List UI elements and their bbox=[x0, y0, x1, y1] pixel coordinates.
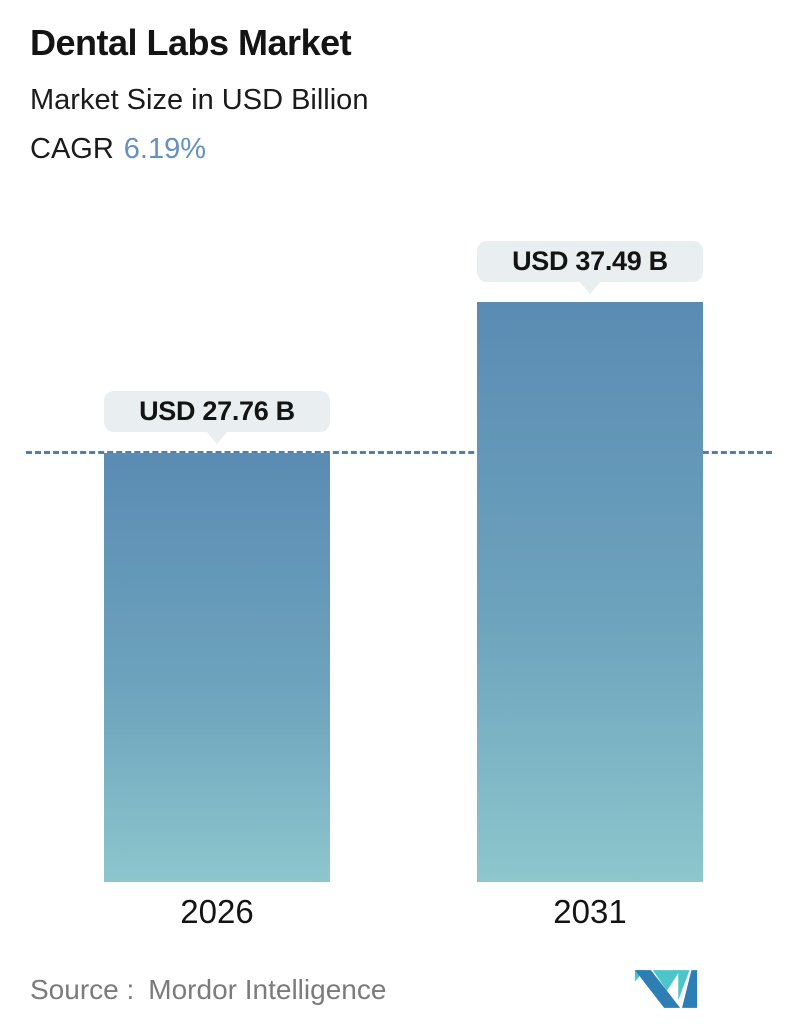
axis-label-2031: 2031 bbox=[553, 893, 627, 930]
data-label-2026: USD 27.76 B bbox=[104, 391, 330, 444]
mordor-intelligence-logo-icon bbox=[634, 970, 698, 1008]
data-label-2031: USD 37.49 B bbox=[477, 241, 703, 294]
axis-label-2026: 2026 bbox=[180, 893, 254, 930]
cagr-label: CAGR bbox=[30, 133, 114, 165]
baseline-dashed-line bbox=[26, 451, 772, 454]
bar-2031 bbox=[477, 302, 703, 882]
source-label: Source : bbox=[30, 974, 135, 1005]
bar-2026 bbox=[104, 453, 330, 882]
cagr-value: 6.19% bbox=[123, 133, 207, 165]
source-line: Source : Mordor Intelligence bbox=[30, 974, 386, 1006]
page-title: Dental Labs Market bbox=[30, 22, 352, 63]
chart-subtitle: Market Size in USD Billion bbox=[30, 84, 369, 116]
cagr-line: CAGR 6.19% bbox=[30, 133, 206, 166]
source-value: Mordor Intelligence bbox=[148, 974, 387, 1005]
